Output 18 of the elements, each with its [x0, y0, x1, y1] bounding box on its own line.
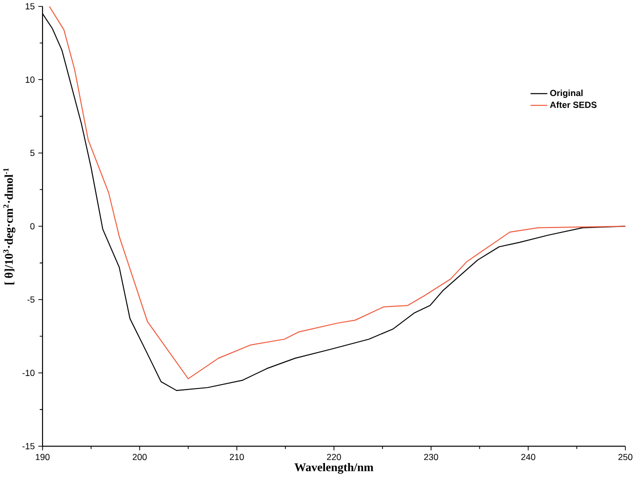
y-tick-label: 15	[26, 3, 35, 10]
x-tick-label: 230	[424, 454, 438, 460]
x-tick-label: 210	[230, 454, 244, 460]
x-tick-label: 190	[36, 454, 50, 460]
y-tick-label: -15	[22, 443, 35, 450]
legend-label: After SEDS	[550, 101, 597, 108]
y-tick-label: -5	[27, 296, 35, 303]
y-tick-label: 5	[30, 150, 35, 156]
x-tick-label: 250	[618, 454, 632, 460]
x-tick-label: 240	[521, 454, 536, 460]
y-tick-label: 0	[30, 223, 35, 230]
y-axis-title: [ θ]/10$^{3}$·deg·cm$^{2}$·dmol$^{-1}$	[3, 168, 16, 284]
x-axis-title: Wavelength/nm	[294, 462, 374, 474]
x-tick-label: 220	[327, 454, 341, 460]
x-tick-label: 200	[132, 454, 147, 460]
legend-label: Original	[550, 90, 583, 98]
y-tick-label: 10	[26, 76, 35, 83]
y-tick-label: -10	[22, 370, 35, 376]
